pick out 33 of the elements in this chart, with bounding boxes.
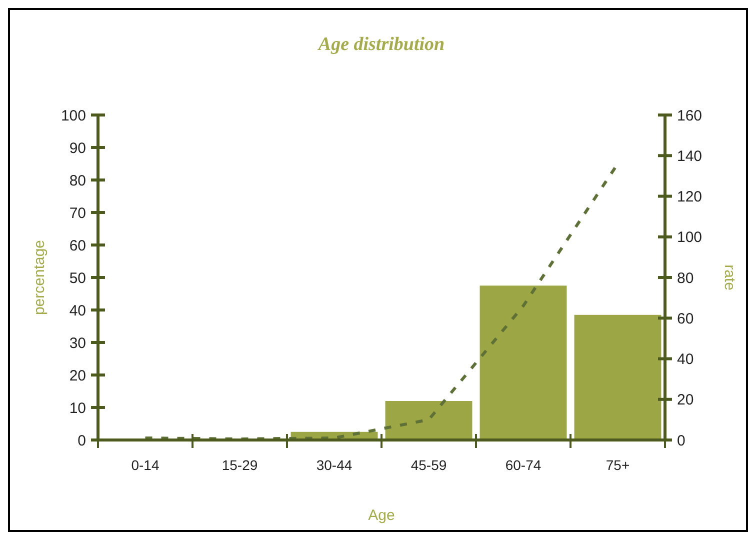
y-tick-label: 70: [69, 204, 86, 222]
x-tick-label: 15-29: [222, 457, 258, 473]
y-tick-label: 50: [69, 270, 86, 287]
y2-tick-label: 40: [677, 351, 694, 368]
chart-title: Age distribution: [317, 34, 445, 55]
x-tick-label: 75+: [606, 457, 630, 473]
y2-tick-label: 140: [677, 148, 702, 165]
y-axis-title: percentage: [31, 240, 48, 316]
y-tick-label: 20: [69, 367, 86, 384]
y-tick-label: 100: [60, 107, 86, 124]
y-tick-label: 10: [69, 400, 86, 417]
y2-axis-title: rate: [721, 264, 738, 290]
y-tick-label: 40: [69, 302, 86, 320]
bar: [480, 286, 567, 440]
bar: [385, 401, 472, 440]
y2-tick-label: 120: [677, 188, 702, 206]
bar: [574, 314, 662, 440]
y2-tick-label: 100: [677, 229, 702, 246]
y-tick-label: 60: [69, 237, 86, 254]
y2-tick-label: 20: [677, 392, 694, 409]
x-tick-label: 60-74: [505, 457, 542, 473]
x-tick-label: 45-59: [410, 457, 447, 473]
y-tick-label: 30: [69, 334, 86, 352]
x-tick-label: 0-14: [131, 457, 160, 473]
y-tick-label: 90: [69, 140, 86, 157]
y2-tick-label: 80: [677, 270, 694, 287]
x-axis-title: Age: [368, 507, 395, 524]
x-tick-label: 30-44: [316, 457, 352, 473]
y-tick-label: 80: [69, 172, 86, 190]
y2-tick-label: 60: [677, 310, 694, 328]
y2-tick-label: 0: [677, 432, 686, 450]
y2-tick-label: 160: [677, 107, 702, 124]
y-tick-label: 0: [78, 432, 86, 450]
